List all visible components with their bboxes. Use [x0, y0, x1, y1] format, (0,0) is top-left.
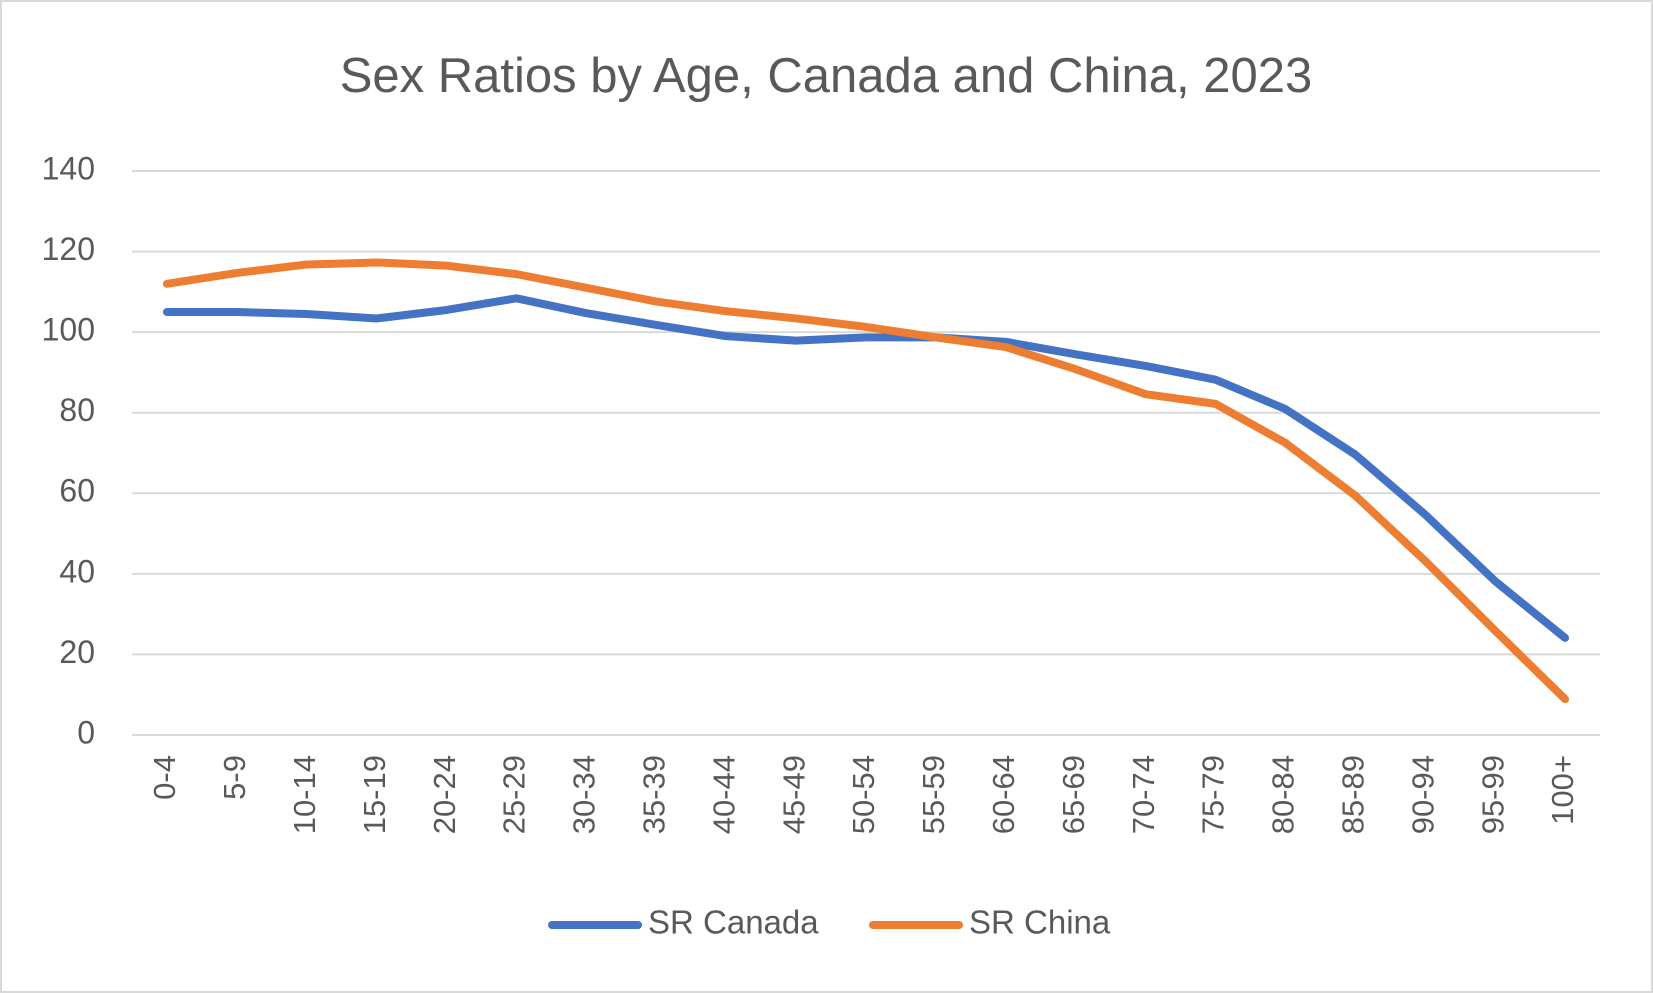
x-tick-label: 80-84: [1266, 755, 1301, 834]
x-tick-label: 20-24: [427, 755, 462, 834]
x-tick-label: 55-59: [916, 755, 951, 834]
x-tick-label: 45-49: [776, 755, 811, 834]
x-tick-label: 90-94: [1405, 755, 1440, 834]
x-tick-label: 75-79: [1196, 755, 1231, 834]
x-tick-label: 65-69: [1056, 755, 1091, 834]
y-tick-label: 140: [42, 150, 95, 186]
x-tick-label: 85-89: [1336, 755, 1371, 834]
x-tick-label: 35-39: [636, 755, 671, 834]
y-tick-label: 120: [42, 231, 95, 267]
y-tick-label: 100: [42, 312, 95, 348]
x-tick-label: 70-74: [1126, 755, 1161, 834]
x-tick-label: 95-99: [1475, 755, 1510, 834]
y-tick-label: 0: [77, 714, 95, 750]
legend-label: SR Canada: [648, 904, 819, 941]
x-tick-label: 5-9: [217, 755, 252, 800]
x-tick-label: 10-14: [287, 755, 322, 834]
data-line: [162, 294, 1570, 642]
x-tick-label: 25-29: [497, 755, 532, 834]
y-tick-label: 80: [59, 392, 95, 428]
x-tick-label: 15-19: [357, 755, 392, 834]
y-tick-label: 60: [59, 473, 95, 509]
x-tick-label: 30-34: [567, 755, 602, 834]
y-tick-label: 40: [59, 553, 95, 589]
chart-title: Sex Ratios by Age, Canada and China, 202…: [340, 49, 1313, 103]
x-tick-label: 100+: [1545, 755, 1580, 825]
data-line: [162, 258, 1570, 704]
x-tick-label: 50-54: [846, 755, 881, 834]
legend-label: SR China: [969, 904, 1111, 941]
x-tick-label: 40-44: [706, 755, 741, 834]
y-tick-label: 20: [59, 634, 95, 670]
x-tick-label: 0-4: [147, 755, 182, 800]
x-tick-label: 60-64: [986, 755, 1021, 834]
